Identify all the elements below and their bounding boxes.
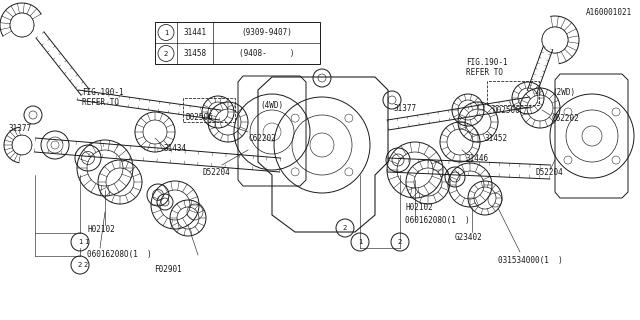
Text: 31441: 31441 — [184, 28, 207, 37]
Text: G23402: G23402 — [455, 234, 483, 243]
Bar — [183, 98, 235, 122]
Text: 31377: 31377 — [393, 103, 416, 113]
Text: 31377: 31377 — [8, 124, 31, 132]
Text: 31446: 31446 — [465, 154, 488, 163]
Text: 31452: 31452 — [484, 133, 507, 142]
Text: 1: 1 — [358, 239, 362, 245]
Text: C62202: C62202 — [552, 114, 580, 123]
Text: (9408-     ): (9408- ) — [239, 49, 295, 58]
Text: FIG.190-1: FIG.190-1 — [466, 58, 508, 67]
Text: 2: 2 — [84, 262, 88, 268]
Text: A160001021: A160001021 — [586, 7, 632, 17]
Text: 2: 2 — [164, 51, 168, 57]
Text: D02506: D02506 — [492, 106, 520, 115]
Text: REFER TO: REFER TO — [82, 98, 119, 107]
Text: 31458: 31458 — [184, 49, 207, 58]
Text: 2: 2 — [343, 225, 347, 231]
Text: H02102: H02102 — [405, 204, 433, 212]
Text: 2: 2 — [78, 262, 82, 268]
Text: FIG.190-1: FIG.190-1 — [82, 87, 124, 97]
Text: 031534000(1  ): 031534000(1 ) — [498, 255, 563, 265]
Text: 2: 2 — [398, 239, 402, 245]
Text: 06016208O(1  ): 06016208O(1 ) — [87, 250, 152, 259]
Text: D02506: D02506 — [185, 113, 212, 122]
Text: 1: 1 — [164, 29, 168, 36]
Text: REFER TO: REFER TO — [466, 68, 503, 76]
Text: 1: 1 — [84, 239, 88, 245]
Text: (2WD): (2WD) — [552, 87, 575, 97]
Text: D52204: D52204 — [202, 167, 230, 177]
Text: D52204: D52204 — [536, 167, 564, 177]
Text: C62202: C62202 — [248, 133, 276, 142]
Text: 1: 1 — [77, 239, 83, 245]
Text: (9309-9407): (9309-9407) — [241, 28, 292, 37]
Bar — [487, 81, 539, 105]
Text: F02901: F02901 — [154, 266, 182, 275]
Text: H02102: H02102 — [87, 226, 115, 235]
Text: 31434: 31434 — [163, 143, 186, 153]
Text: (4WD): (4WD) — [260, 100, 283, 109]
Bar — [155, 22, 320, 64]
Text: 06016208O(1  ): 06016208O(1 ) — [405, 215, 470, 225]
